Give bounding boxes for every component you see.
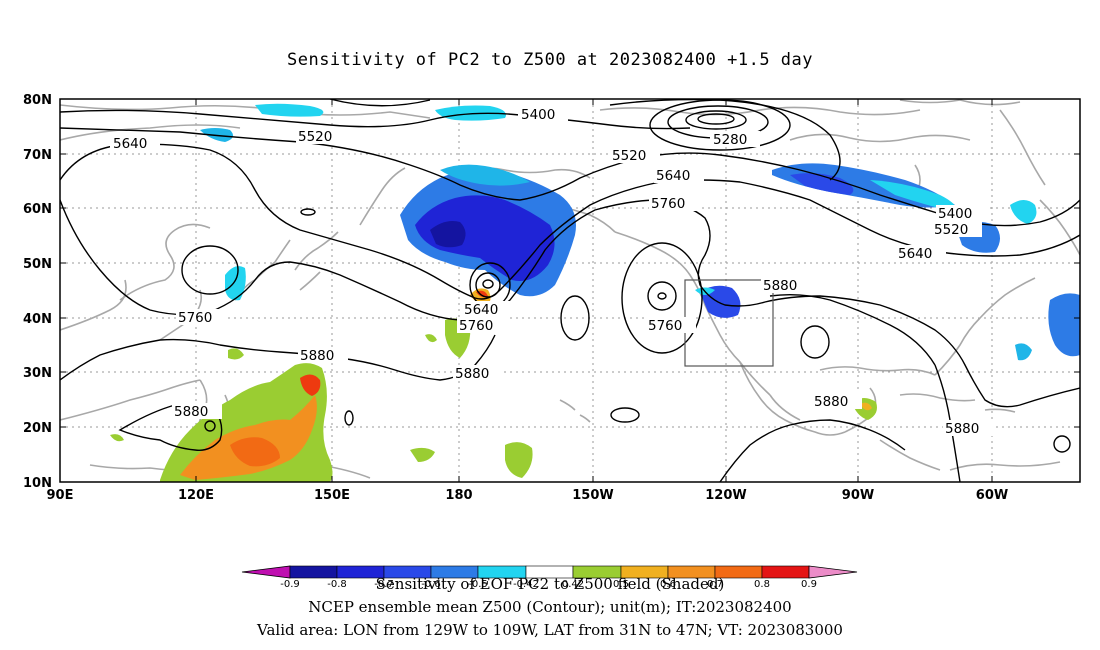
contour-label: 5640: [464, 302, 498, 318]
lon-label: 120W: [705, 488, 746, 503]
lon-label: 180: [445, 488, 472, 503]
colorbar-tick: 0.8: [754, 579, 770, 590]
colorbar-tick: -0.5: [468, 579, 488, 590]
latitude-labels: 80N 70N 60N 50N 40N 30N 20N 10N: [23, 93, 52, 491]
shade-positive-central-am-core: [860, 402, 872, 411]
shade-negative-pacific-inner: [430, 221, 466, 248]
contour-label: 5880: [455, 366, 489, 382]
shaded-sensitivity: [110, 103, 1080, 482]
contour-label: 5640: [898, 246, 932, 262]
shade-negative-greenland: [1010, 200, 1037, 224]
contour-label: 5880: [300, 348, 334, 364]
lon-label: 150E: [314, 488, 350, 503]
axis-ticks: [60, 98, 1080, 483]
contour-label: 5280: [713, 132, 747, 148]
lon-label: 120E: [178, 488, 214, 503]
lon-label: 90W: [842, 488, 874, 503]
colorbar-tick: 0.6: [660, 579, 676, 590]
lat-label: 40N: [23, 312, 52, 327]
contour-label: 5520: [298, 129, 332, 145]
contour-label: 5880: [945, 421, 979, 437]
shade-negative-pacific-top: [435, 105, 506, 121]
lat-label: 60N: [23, 202, 52, 217]
contour-label: 5640: [113, 136, 147, 152]
contour-labels: 5400 5280 5520 5640 5520 5640 5760 5400 …: [110, 106, 993, 437]
colorbar: [241, 565, 858, 579]
lat-label: 10N: [23, 476, 52, 491]
contour-label: 5760: [648, 318, 682, 334]
shade-positive-green2: [505, 442, 533, 478]
colorbar-tick: 0.7: [707, 579, 723, 590]
contour-label: 5760: [651, 196, 685, 212]
shade-positive-green-small3: [425, 334, 437, 343]
longitude-labels: 90E 120E 150E 180 150W 120W 90W 60W: [47, 488, 1009, 503]
shade-negative-japan: [225, 266, 246, 301]
colorbar-tick-labels: -0.9 -0.8 -0.7 -0.6 -0.5 -0.42 0.42 0.5 …: [280, 579, 817, 590]
shade-negative-siberia: [255, 103, 324, 117]
shade-negative-pacific-core: [415, 195, 555, 281]
contour-label: 5640: [656, 168, 690, 184]
contour-label: 5400: [938, 206, 972, 222]
map-frame: [59, 98, 1081, 483]
caption-valid-area: Valid area: LON from 129W to 109W, LAT f…: [257, 621, 843, 639]
lon-label: 60W: [976, 488, 1008, 503]
colorbar-tick: -0.7: [374, 579, 394, 590]
lat-label: 30N: [23, 366, 52, 381]
colorbar-tick: -0.9: [280, 579, 300, 590]
lon-label: 150W: [572, 488, 613, 503]
shade-positive-wpac-orange: [180, 395, 317, 480]
caption-contour: NCEP ensemble mean Z500 (Contour); unit(…: [308, 598, 792, 616]
shade-positive-wpac-core: [300, 374, 321, 396]
shade-negative-atlantic: [1048, 293, 1080, 357]
colorbar-tick: -0.6: [421, 579, 441, 590]
shade-positive-green-small2: [110, 434, 124, 442]
contour-label: 5880: [763, 278, 797, 294]
shade-negative-pacific-edge: [440, 164, 530, 186]
shade-positive-green-small: [228, 348, 244, 360]
shade-negative-atlantic2: [1015, 343, 1032, 361]
shade-negative-na-core: [790, 173, 854, 195]
contour-label: 5520: [612, 148, 646, 164]
colorbar-tick: 0.9: [801, 579, 817, 590]
shade-positive-green3: [410, 447, 435, 462]
colorbar-tick: -0.42: [513, 579, 539, 590]
shade-positive-wpac-red: [230, 437, 280, 467]
shade-negative-na-light: [870, 180, 956, 212]
colorbar-tick: 0.5: [613, 579, 629, 590]
caption-shaded: Sensitivity of EOF PC2 to Z500 field (Sh…: [375, 575, 725, 593]
lat-label: 70N: [23, 148, 52, 163]
contour-label: 5880: [174, 404, 208, 420]
contour-label: 5520: [934, 222, 968, 238]
colorbar-tick: -0.8: [327, 579, 347, 590]
shade-negative-west-us: [700, 285, 741, 318]
contour-label: 5760: [459, 318, 493, 334]
contour-label: 5760: [178, 310, 212, 326]
lon-label: 90E: [47, 488, 74, 503]
lat-label: 80N: [23, 93, 52, 108]
lat-label: 20N: [23, 421, 52, 436]
colorbar-tick: 0.42: [562, 579, 584, 590]
lat-label: 50N: [23, 257, 52, 272]
colorbar-high-arrow: [808, 565, 858, 579]
contour-label: 5880: [814, 394, 848, 410]
figure-title: Sensitivity of PC2 to Z500 at 2023082400…: [286, 50, 813, 70]
contour-label: 5400: [521, 107, 555, 123]
